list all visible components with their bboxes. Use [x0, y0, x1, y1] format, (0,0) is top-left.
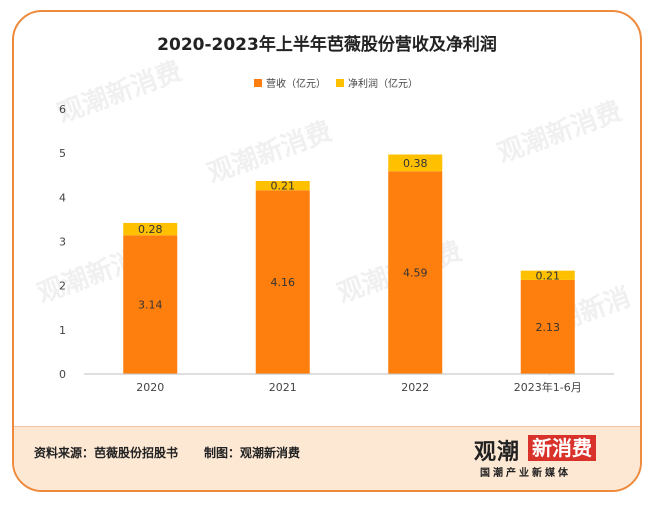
data-label: 4.59: [403, 267, 428, 280]
data-label: 4.16: [271, 276, 296, 289]
maker-note: 制图：观潮新消费: [204, 446, 301, 460]
x-axis: 2020 2021 2022 2023年1-6月: [84, 373, 614, 394]
bar-revenue: [255, 190, 310, 374]
y-axis: 0 1 2 3 4 5 6: [59, 103, 66, 381]
bar-net-profit: [123, 222, 178, 236]
x-tick-label: 2021: [269, 381, 297, 394]
source-note: 资料来源：芭薇股份招股书: [34, 446, 179, 460]
legend-swatch: [254, 79, 262, 87]
x-tick-label: 2022: [401, 381, 429, 394]
y-tick-label: 5: [59, 147, 66, 160]
data-label: 3.14: [138, 299, 163, 312]
data-label: 0.38: [403, 157, 428, 170]
bar-net-profit: [388, 154, 443, 172]
footer-divider: [14, 426, 640, 427]
y-tick-label: 6: [59, 103, 66, 116]
y-tick-label: 0: [59, 368, 66, 381]
y-tick-label: 1: [59, 324, 66, 337]
bar-revenue: [520, 279, 575, 374]
bar-net-profit: [520, 270, 575, 280]
brand-logo: 观潮 新消费 国潮产业新媒体: [474, 434, 622, 482]
logo-tagline: 国潮产业新媒体: [480, 468, 571, 479]
bar-chart: 2020-2023年上半年芭薇股份营收及净利润 营收（亿元） 净利润（亿元） 0 1…: [59, 34, 614, 394]
chart-legend: 营收（亿元） 净利润（亿元）: [254, 77, 418, 90]
data-label: 0.28: [138, 223, 163, 236]
x-tick-label: 2023年1-6月: [514, 380, 582, 394]
bar-revenue: [388, 171, 443, 374]
chart-title: 2020-2023年上半年芭薇股份营收及净利润: [157, 34, 497, 55]
bar-net-profit: [255, 180, 310, 191]
y-tick-label: 3: [59, 236, 66, 249]
legend-label: 营收（亿元）: [266, 77, 326, 90]
legend-swatch: [336, 79, 344, 87]
legend-label: 净利润（亿元）: [348, 77, 418, 90]
bars: 3.14 0.28 4.16 0.21 4.59 0.38 2.13 0.21: [123, 154, 575, 374]
x-tick-label: 2020: [136, 381, 164, 394]
footer: 资料来源：芭薇股份招股书 制图：观潮新消费 观潮 新消费 国潮产业新媒体: [14, 426, 640, 490]
data-label: 0.21: [536, 269, 561, 282]
y-tick-label: 4: [59, 191, 66, 204]
y-tick-label: 2: [59, 280, 66, 293]
logo-name-part2: 新消费: [528, 435, 596, 461]
data-label: 2.13: [536, 321, 561, 334]
logo-name-part1: 观潮: [474, 440, 521, 465]
chart-frame: 观潮新消费 观潮新消费 观潮新消费 观潮新消费 观潮新消费 观潮新消费 2020…: [12, 10, 642, 492]
bar-revenue: [123, 235, 178, 374]
data-label: 0.21: [271, 180, 296, 193]
